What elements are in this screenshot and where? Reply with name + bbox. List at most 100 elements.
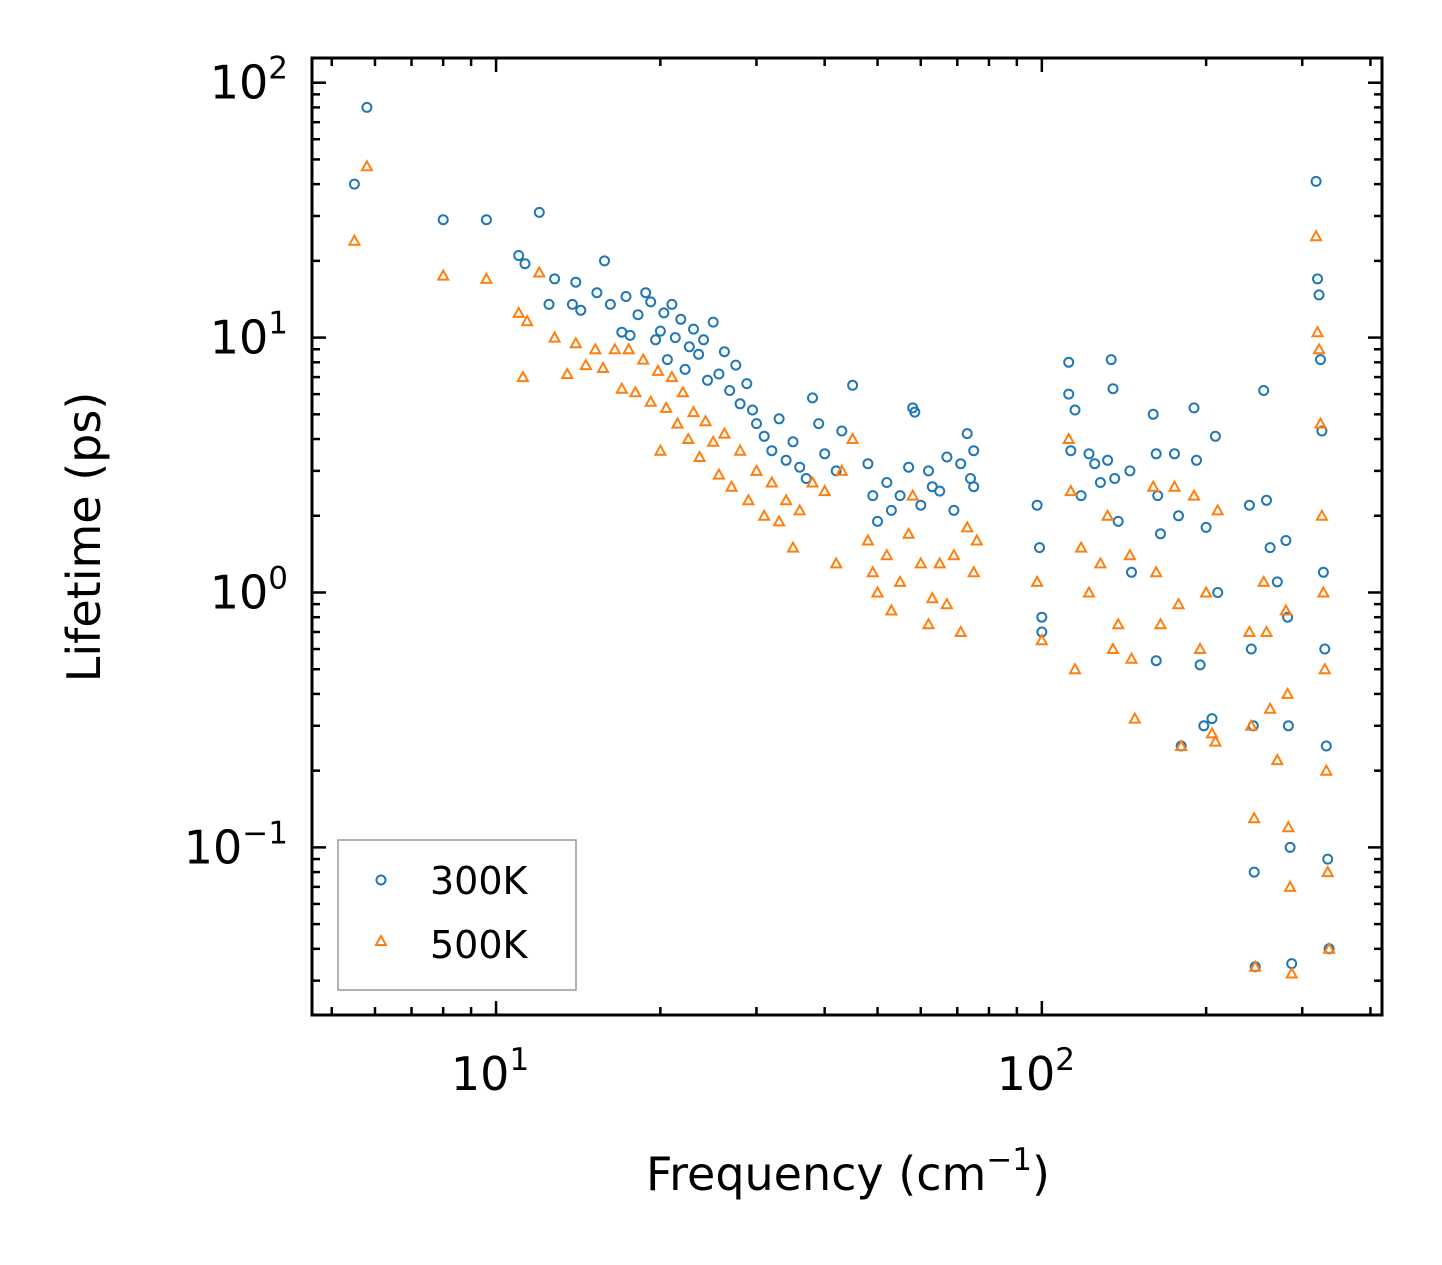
data-point-300k [1094, 477, 1106, 488]
legend-label-500k: 500K [430, 923, 529, 967]
data-point-500k [1100, 508, 1115, 521]
data-point-300k [1209, 430, 1221, 442]
data-point-300k [513, 250, 525, 261]
data-point-500k [479, 271, 494, 284]
data-point-300k [543, 298, 555, 310]
data-point-500k [1309, 229, 1323, 242]
data-point-300k [741, 378, 753, 390]
data-point-500k [1074, 540, 1088, 553]
data-point-500k [1123, 548, 1137, 561]
data-point-500k [360, 159, 374, 172]
data-point-300k [1248, 866, 1260, 878]
data-point-500k [906, 488, 920, 501]
data-point-500k [880, 548, 894, 561]
data-point-500k [1248, 959, 1262, 972]
data-point-500k [1068, 662, 1082, 675]
data-point-500k [861, 533, 875, 546]
data-point-300k [955, 458, 967, 470]
data-point-500k [1279, 603, 1293, 616]
data-point-300k [909, 406, 921, 418]
data-point-500k [1106, 641, 1120, 654]
data-point-500k [676, 385, 690, 398]
data-point-500k [1310, 325, 1325, 338]
data-point-300k [645, 296, 657, 308]
data-point-500k [644, 394, 658, 407]
data-point-500k [608, 342, 622, 355]
data-point-500k [1263, 701, 1277, 714]
tick-labels: 101 102 10−1 100 101 102 [184, 51, 1075, 1101]
data-point-300k [787, 436, 799, 448]
data-point-500k [706, 434, 720, 447]
data-point-500k [512, 305, 526, 318]
data-point-500k [925, 591, 939, 604]
data-point-500k [772, 514, 786, 527]
data-point-500k [712, 467, 726, 480]
data-point-500k [786, 540, 800, 553]
data-point-300k [751, 418, 762, 430]
data-point-500k [960, 520, 974, 533]
data-point-500k [436, 268, 450, 281]
data-point-300k [872, 515, 883, 527]
data-point-300k [348, 178, 360, 190]
data-point-500k [560, 366, 574, 379]
data-point-300k [1173, 510, 1184, 522]
data-point-500k [1281, 820, 1296, 833]
data-point-300k [847, 379, 859, 391]
data-point-500k [866, 565, 880, 578]
data-point-500k [724, 479, 739, 492]
data-point-300k [867, 490, 879, 502]
data-point-500k [622, 342, 636, 355]
data-point-500k [717, 426, 732, 439]
data-point-300k [675, 313, 687, 325]
data-point-500k [1319, 763, 1333, 776]
data-point-500k [829, 556, 843, 569]
data-point-300k [1191, 454, 1202, 466]
data-point-300k [1112, 515, 1124, 527]
legend: 300K 500K [337, 839, 577, 991]
data-point-500k [1093, 556, 1108, 569]
data-point-500k [520, 314, 534, 327]
data-point-300k [693, 348, 705, 360]
data-point-300k [566, 298, 578, 310]
data-point-500k [1146, 479, 1160, 492]
data-point-300k [734, 398, 746, 410]
series-300k [348, 101, 1335, 973]
data-point-300k [1188, 402, 1200, 414]
data-point-300k [747, 404, 758, 416]
data-point-500k [940, 597, 954, 610]
data-point-300k [519, 258, 531, 270]
data-point-300k [1063, 356, 1075, 368]
data-point-300k [599, 255, 610, 267]
data-point-300k [707, 316, 719, 328]
series-500k [347, 159, 1336, 979]
data-point-500k [1259, 624, 1274, 637]
data-point-300k [688, 323, 699, 335]
data-point-500k [1174, 738, 1188, 751]
data-point-300k [1261, 494, 1272, 506]
data-point-300k [1083, 448, 1095, 460]
legend-box [337, 839, 577, 991]
data-point-500k [1244, 718, 1258, 731]
data-point-500k [347, 233, 362, 246]
data-point-500k [1283, 879, 1297, 892]
data-point-500k [884, 603, 899, 616]
data-point-500k [1315, 508, 1329, 521]
data-point-300k [1282, 720, 1294, 732]
data-point-300k [1317, 566, 1329, 578]
data-point-500k [1211, 503, 1225, 516]
data-point-500k [686, 405, 701, 418]
data-point-300k [620, 291, 632, 302]
data-point-300k [836, 425, 848, 437]
data-point-300k [1065, 445, 1077, 457]
y-axis-label: Lifetime (ps) [57, 392, 111, 683]
data-point-300k [666, 298, 678, 310]
data-point-500k [1030, 574, 1044, 587]
data-point-300k [948, 504, 960, 516]
data-point-500k [818, 484, 832, 497]
data-point-500k [1082, 585, 1096, 598]
data-point-500k [1153, 617, 1168, 630]
data-point-500k [893, 574, 907, 587]
x-tick-label: 102 [997, 1042, 1075, 1101]
data-point-300k [773, 413, 785, 425]
data-point-300k [885, 504, 897, 516]
